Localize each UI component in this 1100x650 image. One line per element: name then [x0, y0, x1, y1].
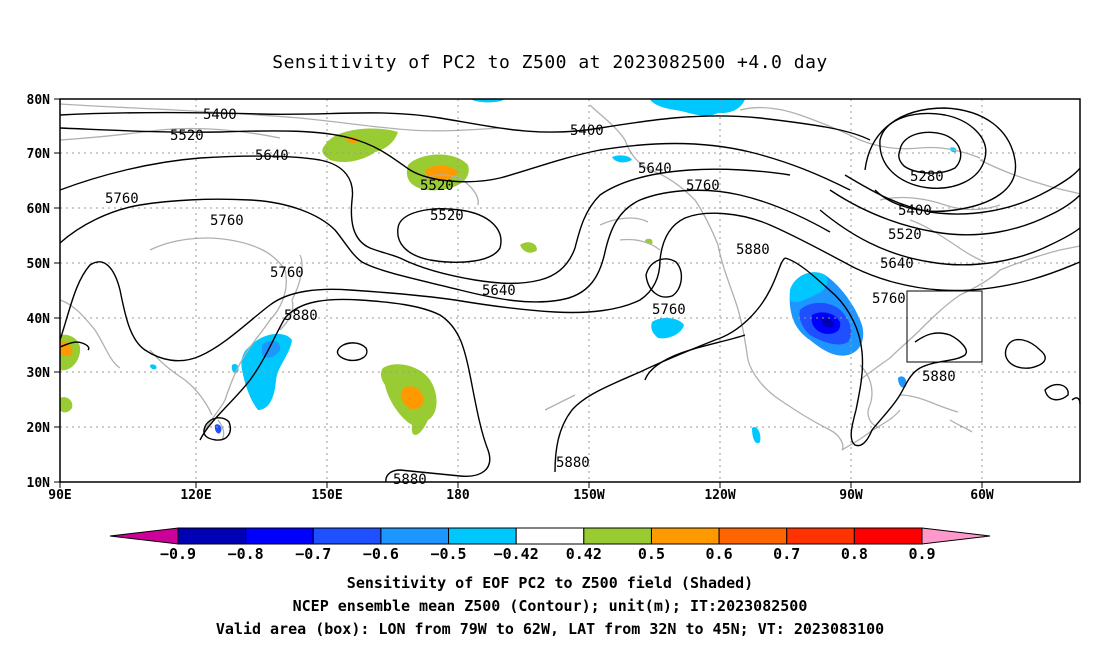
- caption-line-1: Sensitivity of EOF PC2 to Z500 field (Sh…: [347, 574, 753, 592]
- colorbar-box: [177, 527, 247, 545]
- lon-tick-label: 150W: [573, 488, 604, 503]
- tick-marks: [54, 98, 983, 488]
- contour-label: 5880: [556, 455, 590, 471]
- coastlines: [59, 103, 1081, 451]
- contour-label: 5880: [922, 369, 956, 385]
- colorbar-box: [448, 527, 517, 545]
- contour-label: 5880: [736, 242, 770, 258]
- contour-label: 5640: [482, 283, 516, 299]
- shade-negative-region: [822, 317, 834, 328]
- colorbar-level-label: 0.6: [706, 545, 733, 563]
- shade-negative-region: [651, 318, 684, 339]
- lat-tick-label: 50N: [27, 257, 51, 272]
- contour-label: 5520: [430, 208, 464, 224]
- colorbar-level-label: −0.42: [494, 545, 539, 563]
- shade-negative-region: [241, 333, 292, 410]
- lon-tick-label: 180: [446, 488, 470, 503]
- contour-label-group: 5400 5520 5640 5760 5760 5400 5640 5760 …: [105, 107, 956, 488]
- contour-label: 5520: [420, 178, 454, 194]
- colorbar-box: [312, 527, 382, 545]
- figure-title: Sensitivity of PC2 to Z500 at 2023082500…: [272, 52, 828, 73]
- colorbar-box: [583, 527, 652, 545]
- shade-positive-region: [60, 397, 73, 413]
- lon-tick-label: 150E: [311, 488, 342, 503]
- contour-label: 5400: [898, 203, 932, 219]
- lat-tick-label: 20N: [27, 421, 51, 436]
- lat-tick-label: 30N: [27, 366, 51, 381]
- contour-label: 5880: [284, 308, 318, 324]
- contour-label: 5760: [270, 265, 304, 281]
- colorbar-box: [245, 527, 314, 545]
- colorbar-box: [380, 527, 450, 545]
- colorbar-box: [786, 527, 855, 545]
- lon-tick-labels: 90E 120E 150E 180 150W 120W 90W 60W: [48, 488, 994, 503]
- lat-tick-label: 40N: [27, 312, 51, 327]
- shaded-regions: [60, 99, 957, 444]
- contour-label: 5400: [203, 107, 237, 123]
- contour-label: 5640: [880, 256, 914, 272]
- colorbar-level-label: −0.6: [363, 545, 399, 563]
- shade-negative-region: [612, 155, 632, 163]
- contour-label: 5520: [170, 128, 204, 144]
- contour-label: 5880: [393, 472, 427, 488]
- colorbar-over-triangle: [921, 527, 991, 545]
- contour-label: 5520: [888, 227, 922, 243]
- caption-line-2: NCEP ensemble mean Z500 (Contour); unit(…: [293, 597, 808, 615]
- contour-label: 5760: [686, 178, 720, 194]
- contour-label: 5760: [210, 213, 244, 229]
- contour-label: 5280: [910, 169, 944, 185]
- contour-label: 5760: [872, 291, 906, 307]
- lon-tick-label: 120E: [180, 488, 211, 503]
- shade-positive-region: [425, 165, 458, 180]
- colorbar-level-label: −0.8: [228, 545, 264, 563]
- lon-tick-label: 60W: [970, 488, 994, 503]
- colorbar-box: [853, 527, 923, 545]
- contour-label: 5760: [105, 191, 139, 207]
- shade-positive-region: [520, 242, 537, 253]
- colorbar: −0.9 −0.8 −0.7 −0.6 −0.5 −0.42 0.42 0.5 0.6 0.7 0.…: [109, 527, 991, 563]
- lon-tick-label: 90W: [839, 488, 863, 503]
- shade-positive-region: [322, 128, 398, 163]
- shade-negative-region: [150, 364, 157, 370]
- shade-negative-region: [752, 426, 761, 444]
- lat-tick-label: 70N: [27, 147, 51, 162]
- contour-label: 5640: [638, 161, 672, 177]
- colorbar-level-label: 0.5: [638, 545, 665, 563]
- lon-tick-label: 120W: [704, 488, 735, 503]
- lat-tick-labels: 80N 70N 60N 50N 40N 30N 20N 10N: [27, 93, 51, 491]
- colorbar-level-label: 0.9: [908, 545, 935, 563]
- shade-negative-region: [898, 376, 907, 388]
- colorbar-box: [650, 527, 720, 545]
- shade-positive-region: [400, 386, 424, 410]
- z500-contours: [59, 107, 1081, 483]
- lat-tick-label: 60N: [27, 202, 51, 217]
- colorbar-level-label: −0.7: [295, 545, 331, 563]
- colorbar-level-label: 0.42: [566, 545, 602, 563]
- colorbar-box: [718, 527, 788, 545]
- valid-area-box: [906, 290, 983, 363]
- lon-tick-label: 90E: [48, 488, 71, 503]
- colorbar-level-label: 0.7: [773, 545, 800, 563]
- shade-negative-region: [650, 99, 745, 116]
- colorbar-level-label: −0.5: [430, 545, 466, 563]
- colorbar-level-label: 0.8: [841, 545, 868, 563]
- caption-line-3: Valid area (box): LON from 79W to 62W, L…: [216, 620, 884, 638]
- shade-negative-region: [470, 99, 505, 103]
- contour-label: 5400: [570, 123, 604, 139]
- colorbar-box: [515, 527, 585, 545]
- colorbar-level-label: −0.9: [160, 545, 196, 563]
- lat-tick-label: 80N: [27, 93, 51, 108]
- map-frame: [59, 98, 1081, 483]
- gridlines: [60, 99, 1080, 482]
- contour-label: 5640: [255, 148, 289, 164]
- colorbar-under-triangle: [109, 527, 179, 545]
- lat-tick-label: 10N: [27, 476, 51, 491]
- contour-label: 5760: [652, 302, 686, 318]
